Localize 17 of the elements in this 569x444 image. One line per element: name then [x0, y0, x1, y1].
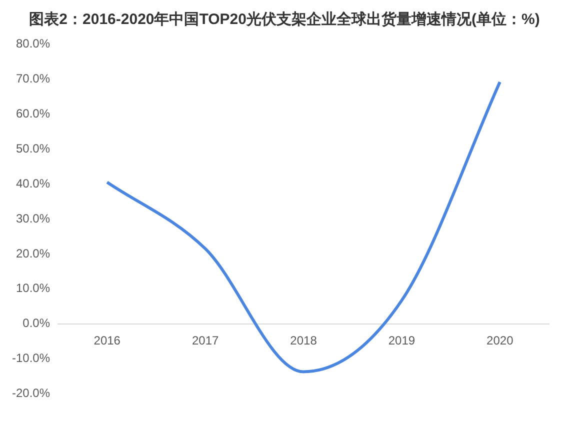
y-tick-label: 20.0%	[16, 246, 50, 260]
y-tick-label: -20.0%	[12, 386, 50, 400]
y-tick-label: 80.0%	[16, 36, 50, 51]
x-tick-label: 2018	[290, 333, 318, 348]
y-tick-label: 0.0%	[22, 316, 50, 330]
x-tick-label: 2020	[486, 333, 514, 348]
chart-title: 图表2：2016-2020年中国TOP20光伏支架企业全球出货量增速情况(单位：%)	[28, 10, 541, 29]
y-tick-label: 30.0%	[16, 211, 50, 226]
x-tick-label: 2016	[94, 333, 121, 348]
y-tick-label: 50.0%	[16, 141, 50, 156]
y-tick-label: 60.0%	[16, 106, 50, 120]
x-tick-label: 2017	[192, 333, 219, 348]
y-tick-label: 10.0%	[16, 281, 50, 296]
y-tick-label: 70.0%	[16, 71, 50, 86]
y-tick-label: -10.0%	[12, 351, 50, 366]
y-tick-label: 40.0%	[16, 176, 50, 190]
x-tick-label: 2019	[388, 333, 416, 348]
